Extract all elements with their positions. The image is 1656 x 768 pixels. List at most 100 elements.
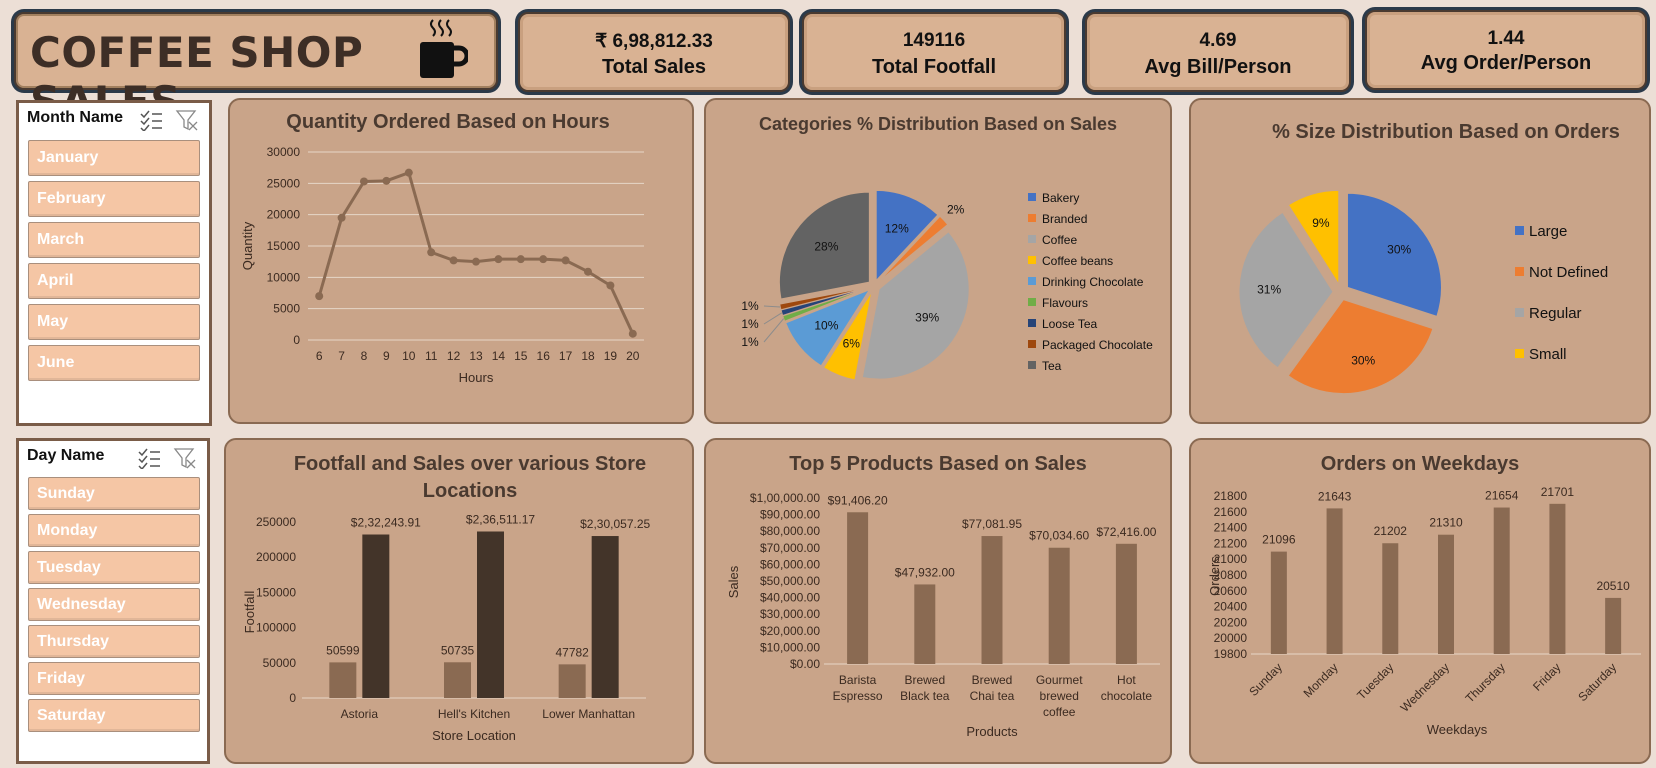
y-tick-label: $20,000.00 <box>760 624 820 638</box>
slicer-item-january[interactable]: January <box>28 140 200 176</box>
multi-select-icon[interactable] <box>140 110 162 131</box>
data-point <box>494 255 503 264</box>
y-axis-title: Orders <box>1207 556 1222 596</box>
data-label: 21202 <box>1374 524 1408 538</box>
data-label: 28% <box>814 240 838 254</box>
y-tick-label: 250000 <box>256 515 296 529</box>
kpi-value: ₹ 6,98,812.33 <box>595 31 713 52</box>
legend-label: Drinking Chocolate <box>1042 275 1144 289</box>
clear-filter-icon[interactable] <box>173 448 196 469</box>
data-label: $72,416.00 <box>1096 525 1156 539</box>
y-tick-label: 21200 <box>1214 536 1248 550</box>
x-tick-label: Wednesday <box>1398 660 1453 715</box>
y-tick-label: 50000 <box>263 656 297 670</box>
slicer-item-february[interactable]: February <box>28 181 200 217</box>
bar <box>477 531 504 698</box>
legend-label: Bakery <box>1042 191 1079 205</box>
slicer-item-saturday[interactable]: Saturday <box>28 699 200 732</box>
chart-title: Top 5 Products Based on Sales <box>789 453 1086 475</box>
bar <box>591 536 619 698</box>
sizes-chart-panel: % Size Distribution Based on Orders 30% 30… <box>1189 98 1651 424</box>
kpi-label: Total Footfall <box>871 56 997 78</box>
legend-label: Not Defined <box>1529 264 1608 281</box>
data-point <box>427 248 436 257</box>
leader-line <box>763 312 783 325</box>
x-axis-title: Hours <box>459 370 494 385</box>
chart-title: Footfall and Sales over various Store <box>294 453 646 475</box>
legend-swatch <box>1515 349 1524 358</box>
data-label: $70,034.60 <box>1029 529 1089 543</box>
categories-pie-chart: Categories % Distribution Based on Sales… <box>741 114 1153 381</box>
y-tick-label: 20600 <box>1214 584 1248 598</box>
x-tick-label: brewed <box>1040 689 1079 703</box>
kpi-label: Total Sales <box>601 56 707 78</box>
multi-select-icon[interactable] <box>138 448 160 469</box>
x-tick-label: 11 <box>425 349 438 363</box>
stores-chart-panel: Footfall and Sales over various Store Loc… <box>224 438 694 764</box>
data-label: 9% <box>1312 216 1330 230</box>
pie-slice <box>778 191 870 300</box>
y-tick-label: $0.00 <box>790 657 820 671</box>
data-label: 31% <box>1257 283 1281 297</box>
data-label: 12% <box>885 222 909 236</box>
data-point <box>628 329 637 338</box>
bar <box>444 662 471 698</box>
x-tick-label: 14 <box>492 349 506 363</box>
y-tick-label: 20000 <box>267 208 301 222</box>
slicer-item-wednesday[interactable]: Wednesday <box>28 588 200 621</box>
x-axis-title: Weekdays <box>1427 722 1488 737</box>
data-label: 39% <box>915 310 939 324</box>
chart-title: Orders on Weekdays <box>1321 453 1520 475</box>
data-label: 1% <box>741 299 759 313</box>
legend-swatch <box>1028 235 1036 243</box>
slicer-item-may[interactable]: May <box>28 304 200 340</box>
y-tick-label: $80,000.00 <box>760 524 820 538</box>
kpi-avg-order: 1.44 Avg Order/Person <box>1365 10 1647 90</box>
x-tick-label: Hot <box>1117 673 1136 687</box>
data-label: 21654 <box>1485 489 1519 503</box>
y-tick-label: 10000 <box>267 270 301 284</box>
x-axis-title: Products <box>966 724 1018 739</box>
y-tick-label: 21800 <box>1214 489 1248 503</box>
x-tick-label: 9 <box>383 349 390 363</box>
legend-label: Branded <box>1042 212 1087 226</box>
hours-chart-panel: Quantity Ordered Based on Hours 0 5000 1000… <box>228 98 694 424</box>
data-point <box>539 255 548 264</box>
x-tick-label: 19 <box>604 349 618 363</box>
slicer-item-tuesday[interactable]: Tuesday <box>28 551 200 584</box>
slicer-item-friday[interactable]: Friday <box>28 662 200 695</box>
pie-slice <box>1238 211 1334 369</box>
y-tick-label: 20400 <box>1214 600 1248 614</box>
slicer-item-april[interactable]: April <box>28 263 200 299</box>
chart-title: Categories % Distribution Based on Sales <box>759 114 1117 134</box>
slicer-item-monday[interactable]: Monday <box>28 514 200 547</box>
x-tick-label: chocolate <box>1101 689 1153 703</box>
legend-swatch <box>1028 277 1036 285</box>
y-tick-label: 30000 <box>267 145 301 159</box>
x-tick-label: Saturday <box>1575 660 1619 704</box>
x-tick-label: 7 <box>338 349 345 363</box>
data-label: 50735 <box>441 643 475 657</box>
data-label: 10% <box>814 318 838 332</box>
slicer-item-march[interactable]: March <box>28 222 200 258</box>
bar <box>558 664 586 698</box>
kpi-avg-bill: 4.69 Avg Bill/Person <box>1085 12 1351 92</box>
x-tick-label: 12 <box>447 349 461 363</box>
y-axis-title: Footfall <box>242 591 257 634</box>
bar <box>362 534 390 698</box>
slicer-item-june[interactable]: June <box>28 345 200 381</box>
clear-filter-icon[interactable] <box>175 110 198 131</box>
y-tick-label: 100000 <box>256 621 296 635</box>
legend-label: Loose Tea <box>1042 317 1097 331</box>
pie-slice <box>1287 299 1434 395</box>
data-label: 2% <box>947 202 965 216</box>
data-point <box>404 168 413 177</box>
slicer-item-thursday[interactable]: Thursday <box>28 625 200 658</box>
x-tick-label: Gourmet <box>1036 673 1083 687</box>
slicer-item-sunday[interactable]: Sunday <box>28 477 200 510</box>
y-tick-label: 25000 <box>267 176 301 190</box>
bar <box>1549 503 1566 654</box>
y-tick-label: $10,000.00 <box>760 640 820 654</box>
kpi-label: Avg Bill/Person <box>1144 56 1292 78</box>
